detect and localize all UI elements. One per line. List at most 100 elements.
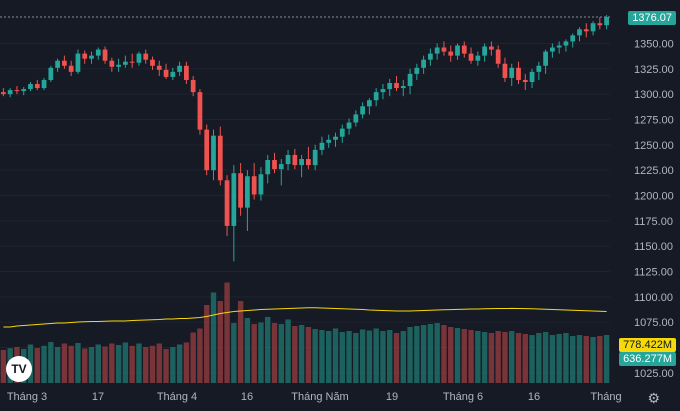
- volume-tag: 636.277M: [619, 352, 676, 366]
- candle-body-64: [434, 47, 440, 54]
- volume-bar-68: [461, 329, 467, 383]
- candle-body-22: [150, 59, 155, 66]
- volume-bar-62: [420, 325, 427, 383]
- volume-bar-8: [54, 347, 61, 383]
- volume-bar-10: [68, 345, 74, 383]
- volume-bar-9: [61, 343, 68, 383]
- volume-bar-55: [373, 328, 379, 383]
- time-tick-6: Tháng 6: [443, 391, 483, 403]
- volume-bar-69: [468, 330, 474, 383]
- candle-body-69: [468, 53, 474, 61]
- candle-body-65: [441, 47, 447, 52]
- price-tick-10: 1100.00: [634, 292, 673, 304]
- volume-bar-47: [319, 330, 325, 383]
- volume-bar-73: [495, 331, 501, 383]
- candle-body-34: [231, 173, 237, 226]
- time-tick-2: Tháng 4: [157, 391, 197, 403]
- candle-body-32: [217, 135, 223, 181]
- volume-bar-18: [122, 342, 129, 383]
- volume-bar-16: [109, 343, 115, 383]
- candle-body-66: [448, 51, 454, 56]
- volume-bar-74: [502, 332, 508, 383]
- volume-bar-56: [380, 331, 386, 383]
- volume-bar-38: [258, 322, 264, 383]
- candle-body-62: [421, 59, 426, 68]
- last-price-tag: 1376.07: [628, 11, 676, 25]
- candle-body-71: [482, 46, 487, 56]
- candle-body-77: [522, 79, 528, 82]
- candle-body-30: [204, 129, 210, 171]
- volume-bar-80: [542, 332, 549, 383]
- volume-bar-86: [583, 336, 589, 383]
- candlesticks: [1, 15, 609, 262]
- volume-bar-71: [481, 332, 488, 383]
- volume-bar-77: [522, 334, 528, 383]
- volume-bar-21: [143, 347, 149, 383]
- volume-bar-48: [326, 331, 332, 383]
- volume-bar-17: [115, 345, 122, 383]
- volume-bar-28: [190, 332, 196, 383]
- candle-body-37: [251, 176, 257, 195]
- candle-body-47: [319, 142, 325, 150]
- candle-body-33: [224, 180, 230, 226]
- volume-bar-42: [285, 319, 291, 383]
- volume-bar-13: [88, 347, 95, 383]
- price-tick-13: 1025.00: [634, 368, 674, 380]
- candle-body-49: [333, 136, 338, 140]
- price-tick-0: 1350.00: [634, 38, 674, 50]
- volume-bar-26: [176, 344, 183, 383]
- candle-body-44: [299, 159, 304, 166]
- volume-bar-57: [387, 330, 393, 383]
- time-tick-1: 17: [92, 391, 104, 403]
- candle-body-25: [170, 71, 176, 77]
- time-tick-7: 16: [528, 391, 540, 403]
- volume-bar-34: [231, 323, 237, 383]
- volume-bar-87: [590, 337, 596, 383]
- volume-bar-36: [244, 318, 251, 383]
- candle-body-86: [583, 29, 589, 32]
- candle-body-85: [577, 29, 582, 36]
- candle-body-21: [143, 53, 149, 60]
- volume-bar-20: [136, 343, 142, 383]
- volume-bar-51: [346, 331, 352, 383]
- time-tick-8: Tháng: [590, 391, 621, 403]
- volume-moving-average-line: [3, 307, 607, 328]
- volume-bar-50: [339, 332, 345, 383]
- volume-bar-22: [149, 345, 156, 383]
- candle-body-54: [367, 100, 372, 107]
- volume-bar-27: [183, 342, 190, 383]
- volume-bar-59: [400, 331, 406, 383]
- candle-body-55: [373, 92, 379, 101]
- price-tick-2: 1300.00: [634, 89, 674, 101]
- candle-body-6: [41, 79, 47, 89]
- candle-body-74: [502, 63, 508, 78]
- volume-bar-89: [603, 335, 610, 383]
- candle-body-50: [339, 128, 345, 137]
- volume-bar-63: [427, 324, 434, 383]
- volume-bar-58: [393, 333, 400, 383]
- candle-body-76: [516, 67, 521, 80]
- price-axis[interactable]: 1350.00 1325.00 1300.00 1275.00 1250.00 1225.…: [634, 38, 674, 379]
- price-tick-1: 1325.00: [634, 64, 674, 76]
- volume-bar-81: [549, 335, 556, 383]
- candle-body-63: [428, 53, 433, 60]
- candle-body-27: [184, 65, 189, 80]
- volume-bar-24: [163, 349, 169, 383]
- candle-body-73: [495, 49, 501, 64]
- candle-body-35: [238, 173, 243, 208]
- candle-body-26: [177, 65, 182, 72]
- candle-body-17: [116, 64, 121, 67]
- time-axis[interactable]: Tháng 3 17 Tháng 4 16 Tháng Năm 19 Tháng 6 16 Th…: [7, 391, 622, 403]
- volume-bar-15: [102, 346, 108, 383]
- time-tick-4: Tháng Năm: [291, 391, 348, 403]
- candle-body-78: [529, 71, 535, 82]
- candle-body-87: [590, 23, 596, 32]
- candle-body-80: [543, 51, 548, 66]
- tradingview-logo-icon[interactable]: TV: [6, 356, 32, 382]
- candle-body-53: [360, 106, 365, 115]
- volume-bar-53: [359, 329, 366, 383]
- price-tick-7: 1175.00: [634, 216, 673, 228]
- candle-body-5: [34, 84, 40, 89]
- settings-gear-icon[interactable]: ⚙: [647, 390, 660, 406]
